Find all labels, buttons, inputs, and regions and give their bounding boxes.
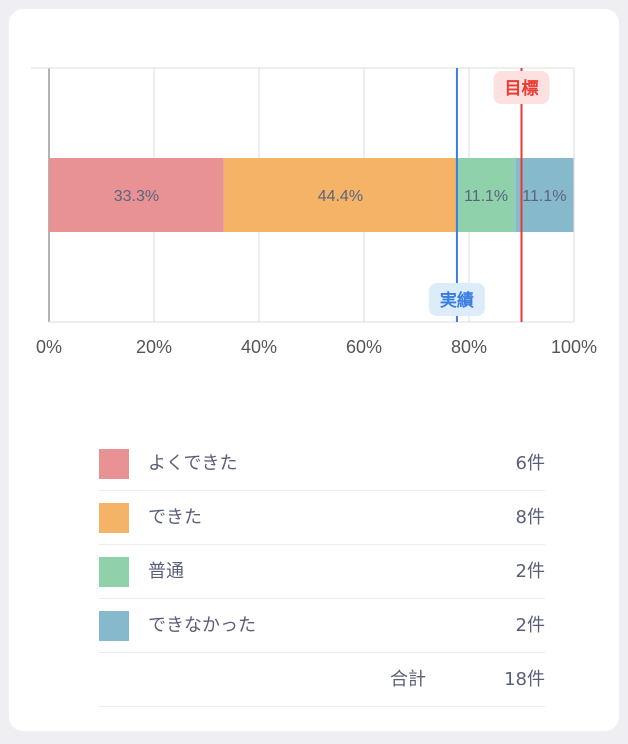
legend-row: よくできた 6件 [99,437,545,491]
x-tick-label: 80% [451,337,487,357]
data-label: 44.4% [318,188,363,205]
reference-tag [493,71,550,104]
legend-label: 普通 [148,561,184,582]
total-count: 18件 [504,669,545,690]
x-tick-label: 20% [136,337,172,357]
legend-row: できた 8件 [99,491,545,545]
legend-swatch-average [99,557,129,587]
legend-label: できた [148,507,202,528]
bar-segment [456,158,516,232]
data-label: 11.1% [464,188,508,205]
legend-swatch-poor [99,611,129,641]
bar-segment [49,158,224,232]
data-label: 11.1% [522,188,566,205]
legend-label: できなかった [148,615,256,636]
stacked-bar-chart: 0% 20% 40% 60% 80% 100% 33.3% 44.4% 11.1% 11.1% 実績… [31,67,597,357]
x-tick-label: 0% [36,337,62,357]
legend-label: よくできた [148,453,238,474]
data-label: 33.3% [114,188,159,205]
x-tick-label: 60% [346,337,382,357]
bar-segment [223,158,457,232]
reference-tag [428,283,485,316]
legend-count: 2件 [515,615,545,636]
legend-swatch-very-good [99,449,129,479]
reference-tag-label: 目標 [505,78,539,99]
legend-table: よくできた 6件 できた 8件 普通 2件 できなかった 2件 合計 18件 [99,437,545,707]
legend-count: 8件 [515,507,545,528]
legend-count: 6件 [515,453,545,474]
legend-count: 2件 [515,561,545,582]
legend-row: 普通 2件 [99,545,545,599]
bar-segment [515,158,574,232]
legend-total-row: 合計 18件 [99,653,545,707]
legend-swatch-good [99,503,129,533]
reference-tag-label: 実績 [440,290,474,311]
x-tick-label: 100% [551,337,597,357]
legend-row: できなかった 2件 [99,599,545,653]
chart-card: 0% 20% 40% 60% 80% 100% 33.3% 44.4% 11.1% 11.1% 実績… [9,9,619,731]
total-label: 合計 [390,669,426,690]
x-tick-label: 40% [241,337,277,357]
